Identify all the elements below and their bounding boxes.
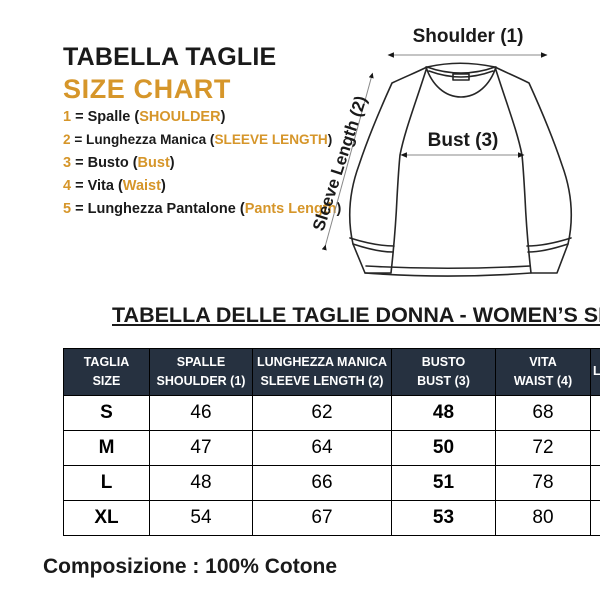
- svg-text:Bust (3): Bust (3): [428, 130, 499, 151]
- svg-text:Shoulder (1): Shoulder (1): [413, 26, 524, 47]
- svg-text:Sleeve Length (2): Sleeve Length (2): [309, 93, 371, 233]
